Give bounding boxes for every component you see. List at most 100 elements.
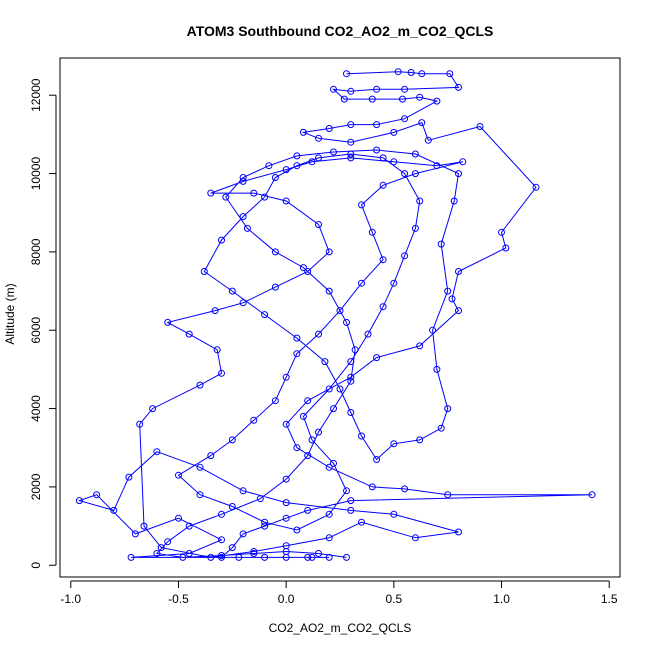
data-point [127,553,135,561]
data-point [282,514,290,522]
data-point [325,248,333,256]
data-point [315,330,322,338]
x-axis-label: CO2_AO2_m_CO2_QCLS [269,621,412,635]
data-point [293,152,301,160]
data-point [429,326,437,334]
y-tick-label: 4000 [29,395,43,422]
data-point [196,491,204,499]
data-point [358,432,365,440]
data-point [450,197,458,205]
data-point [330,405,337,413]
data-point [261,518,269,526]
data-point [218,369,225,377]
data-point [175,471,182,479]
data-point [211,307,219,315]
data-point [185,550,193,557]
data-point [293,444,301,452]
data-point [157,544,165,552]
data-point [239,487,247,495]
data-point [448,295,456,303]
data-point [93,491,101,499]
data-point [239,213,247,221]
data-point [136,420,144,428]
data-point [207,189,215,197]
data-point [304,506,312,514]
data-point [218,536,225,544]
data-point [282,475,290,483]
data-point [239,299,247,307]
data-point [325,287,333,295]
data-point [218,236,225,244]
data-point [164,318,172,326]
series-line [77,71,593,558]
data-point [418,70,426,78]
data-point [498,228,505,236]
data-point [293,334,301,342]
data-point [282,197,290,205]
data-point [218,553,225,561]
data-point [364,330,372,338]
data-point [411,224,419,232]
data-point [261,193,269,201]
data-point [330,459,337,467]
data-point [455,268,462,275]
data-point [265,162,273,170]
data-point [228,436,236,444]
data-point [321,358,329,366]
data-point [239,177,247,185]
data-point [304,268,312,275]
data-point [459,158,467,166]
data-point [293,526,301,534]
data-point [340,95,348,103]
data-point [407,69,415,76]
data-point [347,121,355,129]
data-point [379,256,387,264]
data-point [347,87,355,95]
data-point [330,85,337,93]
data-point [250,550,258,557]
data-point [444,287,452,295]
data-point [455,528,462,536]
data-point [347,377,355,385]
data-point [304,553,312,561]
data-point [351,346,359,354]
data-point [185,330,193,338]
data-point [347,506,355,514]
data-point [218,552,225,559]
data-point [379,181,387,189]
data-point [250,548,258,555]
data-point [347,154,355,162]
data-point [401,485,409,493]
data-point [256,495,264,503]
data-point [250,416,258,424]
data-point [196,381,204,389]
data-point [153,448,161,456]
data-point [125,473,133,481]
data-point [336,385,344,393]
data-point [373,456,381,463]
data-point [390,510,398,518]
data-point [401,115,409,123]
data-point [401,85,409,93]
data-point [207,452,215,460]
data-point [502,244,510,252]
data-point [315,154,322,162]
data-point [358,518,365,526]
data-point [373,146,381,154]
y-tick-label: 6000 [29,317,43,344]
data-point [411,170,419,178]
data-point [347,150,355,158]
data-point [401,170,409,178]
data-point [271,283,279,291]
y-tick-label: 2000 [29,473,43,500]
data-point [282,166,290,174]
data-point [416,197,424,205]
data-point [325,385,333,393]
data-point [379,154,387,162]
data-point [373,121,381,129]
data-point [271,248,279,256]
data-point [239,530,247,538]
data-point [411,150,419,158]
data-point [379,303,387,311]
x-tick-label: -1.0 [60,592,81,606]
